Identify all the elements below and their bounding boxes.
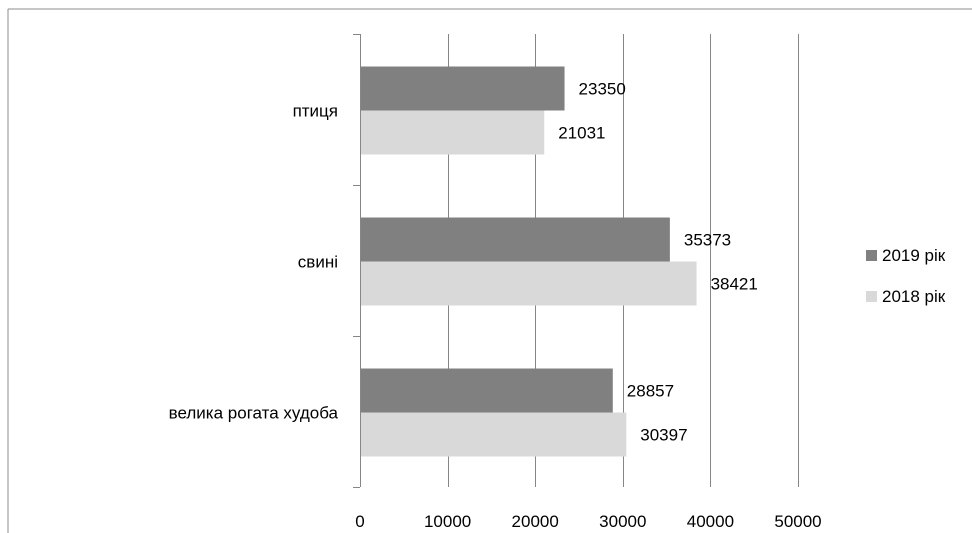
data-label: 28857 — [627, 382, 674, 401]
axes — [353, 34, 361, 488]
data-label: 30397 — [640, 426, 687, 445]
x-tick-label: 0 — [355, 512, 364, 531]
x-tick-label: 30000 — [599, 512, 646, 531]
legend-label: 2019 рік — [882, 246, 946, 265]
bar-series-1 — [361, 66, 565, 111]
category-label: свині — [298, 253, 338, 272]
category-label: велика рогата худоба — [169, 404, 339, 423]
legend-swatch — [866, 291, 877, 302]
bar-series-2 — [361, 261, 697, 306]
bar-series-2 — [361, 412, 627, 457]
x-tick-label: 40000 — [687, 512, 734, 531]
legend: 2019 рік 2018 рік — [866, 246, 946, 306]
data-label: 35373 — [684, 231, 731, 250]
x-tick-label: 50000 — [774, 512, 821, 531]
data-label: 38421 — [711, 275, 758, 294]
x-tick-label: 20000 — [512, 512, 559, 531]
x-tick-labels: 0 10000 20000 30000 40000 50000 — [355, 512, 821, 531]
data-labels: 28857 30397 35373 38421 23350 21031 — [558, 80, 758, 445]
legend-label: 2018 рік — [882, 287, 946, 306]
legend-swatch — [866, 250, 877, 261]
category-labels: велика рогата худоба свині птиця — [169, 102, 339, 423]
bar-series-2 — [361, 110, 545, 155]
bar-series-1 — [361, 368, 613, 413]
data-label: 21031 — [558, 124, 605, 143]
bar-series-1 — [361, 217, 670, 262]
data-label: 23350 — [579, 80, 626, 99]
x-tick-label: 10000 — [424, 512, 471, 531]
chart-frame — [7, 8, 972, 533]
bars — [361, 66, 697, 457]
category-label: птиця — [293, 102, 338, 121]
